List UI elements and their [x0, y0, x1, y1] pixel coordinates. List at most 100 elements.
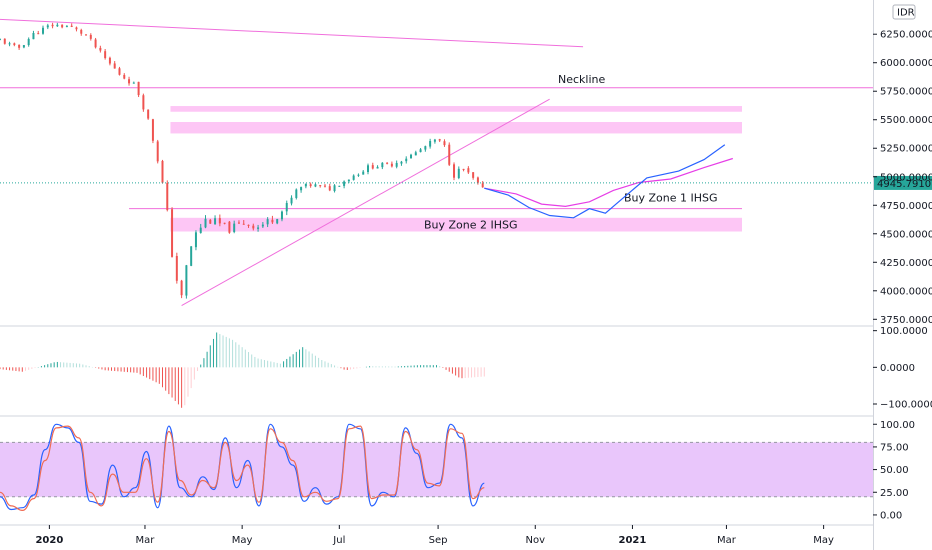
candle-body — [161, 160, 164, 183]
candle-body — [118, 68, 121, 75]
candle-body — [166, 182, 169, 211]
candle-body — [218, 218, 221, 224]
candle-body — [467, 168, 470, 173]
candle-body — [300, 187, 303, 191]
candle-body — [476, 177, 479, 183]
candle-body — [175, 256, 178, 281]
candle-body — [137, 81, 140, 96]
candle-body — [27, 38, 30, 46]
candle-body — [295, 189, 298, 198]
candle-body — [276, 219, 279, 224]
price-tick-label: 4750.0000 — [880, 201, 932, 212]
price-tick-label: 5250.0000 — [880, 144, 932, 155]
price-tick-label: 4000.0000 — [880, 286, 932, 297]
oscillator-line-1 — [0, 423, 485, 511]
candle-body — [180, 280, 183, 296]
price-tick-label: 4500.0000 — [880, 229, 932, 240]
candle-body — [285, 202, 288, 212]
candle-body — [214, 218, 217, 225]
last-price-tag — [874, 175, 932, 190]
candle-body — [204, 218, 207, 228]
candle-body — [390, 163, 393, 167]
candle-body — [233, 223, 236, 232]
projection-magenta-line — [484, 157, 733, 208]
candle-body — [257, 227, 260, 229]
oscillator-tick-label: 0.00 — [880, 510, 902, 521]
candle-body — [32, 33, 35, 40]
candle-body — [381, 162, 384, 168]
candle-body — [362, 171, 365, 175]
candle-body — [123, 74, 126, 79]
candle-body — [199, 227, 202, 233]
time-tick-label: 2020 — [35, 535, 63, 546]
candle-body — [352, 175, 355, 180]
oscillator-tick-label: 50.00 — [880, 465, 909, 476]
candle-body — [247, 224, 250, 226]
time-tick-label: May — [813, 535, 834, 546]
projection-blue-line — [484, 144, 726, 219]
time-tick-label: Mar — [717, 535, 737, 546]
candle-body — [132, 82, 135, 84]
candle-body — [453, 164, 456, 178]
candle-body — [405, 158, 408, 162]
middle-zone — [170, 122, 743, 134]
candle-body — [328, 186, 331, 191]
candle-body — [142, 95, 145, 110]
time-tick-label: Mar — [136, 535, 156, 546]
histogram-tick-label: 0.0000 — [880, 363, 915, 374]
candle-body — [462, 168, 465, 170]
buy-zone-2 — [170, 217, 743, 232]
candle-body — [347, 179, 350, 182]
candle-body — [70, 25, 73, 27]
oscillator-tick-label: 25.00 — [880, 488, 909, 499]
candle-body — [185, 265, 188, 296]
candle-body — [429, 141, 432, 147]
time-tick-label: 2021 — [619, 535, 647, 546]
candle-body — [99, 47, 102, 51]
last-price-label: 4945.7910 — [877, 179, 931, 190]
candle-body — [366, 165, 369, 172]
candle-body — [156, 141, 159, 162]
candle-body — [237, 222, 240, 224]
price-tick-label: 5000.0000 — [880, 172, 932, 183]
histogram-tick-label: −100.0000 — [880, 400, 932, 411]
candle-body — [51, 24, 54, 27]
candle-body — [22, 45, 25, 48]
currency-badge — [892, 4, 916, 20]
candle-body — [323, 185, 326, 187]
candle-body — [223, 222, 226, 224]
candle-body — [438, 139, 441, 141]
candle-body — [113, 63, 116, 69]
time-tick-label: Sep — [429, 535, 448, 546]
candle-body — [261, 224, 264, 227]
upper-zone — [170, 106, 743, 112]
candle-body — [333, 185, 336, 192]
candle-body — [151, 119, 154, 141]
candle-body — [271, 219, 274, 223]
candle-body — [357, 174, 360, 176]
candle-body — [419, 149, 422, 153]
oscillator-band — [0, 442, 873, 497]
candle-body — [61, 24, 64, 28]
candle-body — [424, 146, 427, 150]
candle-body — [414, 152, 417, 156]
rising-support-trendline — [181, 98, 550, 307]
candle-body — [386, 162, 389, 164]
price-tick-label: 4250.0000 — [880, 258, 932, 269]
upper-resistance-trendline — [0, 18, 584, 48]
candle-body — [171, 209, 174, 257]
oscillator-tick-label: 100.00 — [880, 420, 915, 431]
candle-body — [104, 51, 107, 59]
buy-zone-2-label: Buy Zone 2 IHSG — [424, 219, 518, 232]
histogram-tick-label: 100.0000 — [880, 326, 928, 337]
candle-body — [56, 24, 59, 27]
candle-body — [85, 34, 88, 36]
price-tick-label: 6250.0000 — [880, 30, 932, 41]
candle-body — [128, 79, 131, 84]
candle-body — [448, 144, 451, 165]
candle-body — [147, 109, 150, 119]
candle-body — [80, 29, 83, 34]
candle-body — [376, 166, 379, 169]
candle-body — [194, 232, 197, 248]
